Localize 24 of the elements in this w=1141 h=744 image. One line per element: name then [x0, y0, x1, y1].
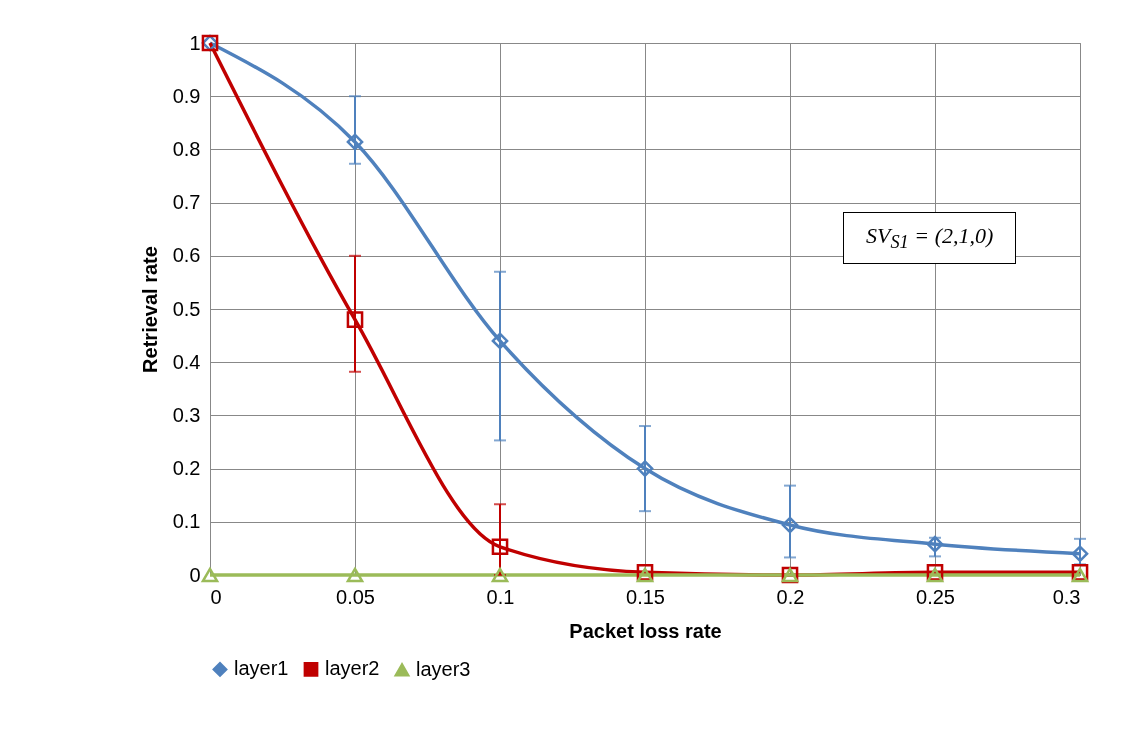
x-tick-label: 0.05: [336, 585, 375, 608]
x-tick-label: 0.25: [916, 585, 955, 608]
legend-label: layer3: [416, 657, 471, 680]
legend-label: layer2: [325, 657, 380, 680]
y-tick-label: 0.2: [172, 457, 201, 480]
formula-box: SV$_{S1}$ = (2,1,0): [843, 212, 1017, 265]
y-axis-title: Retrieval rate: [138, 246, 161, 373]
y-tick-label: 1: [189, 31, 201, 54]
y-tick-label: 0.6: [172, 244, 201, 267]
y-tick-label: 0: [189, 563, 201, 586]
y-tick-label: 0.4: [172, 350, 201, 373]
y-tick-label: 0.3: [172, 403, 201, 426]
x-tick-label: 0.1: [486, 585, 515, 608]
x-axis-title: Packet loss rate: [569, 619, 722, 642]
y-tick-label: 0.7: [172, 191, 201, 214]
x-tick-label: 0: [210, 585, 222, 608]
x-tick-label: 0.3: [1052, 585, 1081, 608]
x-tick-label: 0.2: [776, 585, 805, 608]
y-tick-label: 0.5: [172, 297, 201, 320]
x-tick-label: 0.15: [626, 585, 665, 608]
y-tick-label: 0.8: [172, 137, 201, 160]
y-tick-label: 0.1: [172, 510, 201, 533]
y-tick-label: 0.9: [172, 84, 201, 107]
legend-label: layer1: [234, 657, 289, 680]
